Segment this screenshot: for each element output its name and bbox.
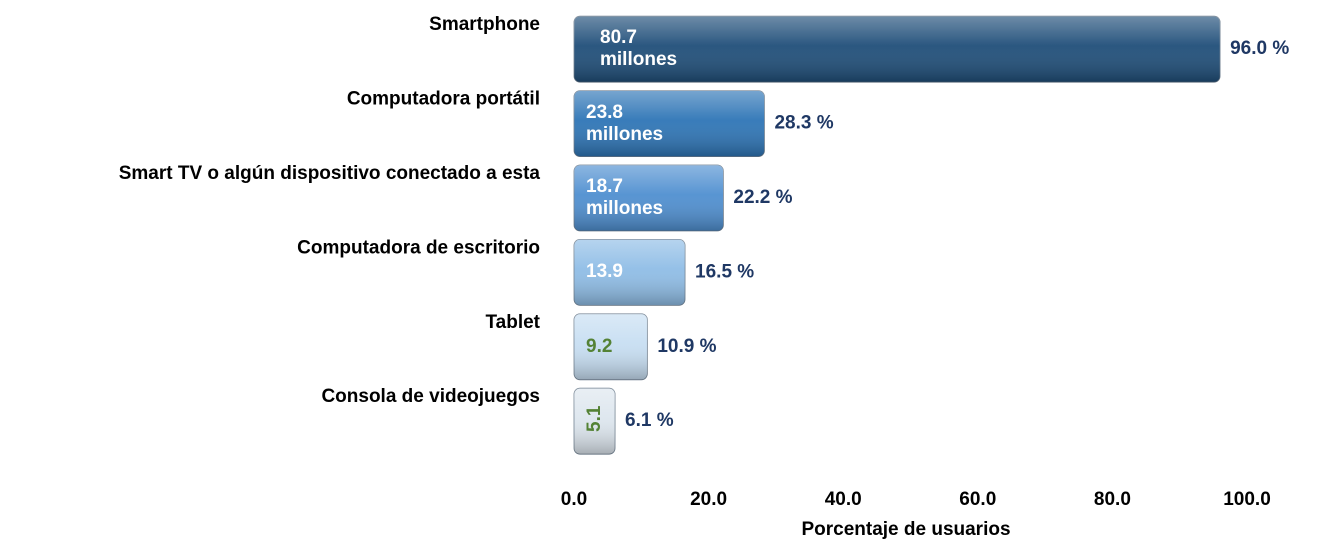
value-label: 96.0 % bbox=[1230, 38, 1289, 59]
bar-shade bbox=[574, 388, 616, 455]
x-axis-title: Porcentaje de usuarios bbox=[801, 519, 1010, 540]
category-label: Computadora de escritorio bbox=[297, 237, 540, 258]
user-label: 23.8 millones bbox=[586, 101, 664, 145]
value-label: 22.2 % bbox=[733, 187, 792, 208]
bar-shade bbox=[574, 90, 765, 157]
user-label: 9.2 bbox=[586, 335, 613, 357]
value-label: 28.3 % bbox=[774, 113, 833, 134]
user-label: 18.7 millones bbox=[586, 176, 664, 219]
bar-shade bbox=[574, 239, 686, 306]
x-tick-label: 40.0 bbox=[825, 489, 862, 510]
bar-shade bbox=[574, 313, 648, 380]
category-label: Smart TV o algún dispositivo conectado a… bbox=[119, 163, 541, 184]
category-label: Computadora portátil bbox=[347, 89, 540, 110]
x-tick-label: 100.0 bbox=[1223, 489, 1271, 510]
category-label: Tablet bbox=[485, 312, 540, 333]
user-label: 80.7 millones bbox=[600, 27, 678, 71]
x-tick-label: 0.0 bbox=[561, 489, 587, 510]
value-label: 10.9 % bbox=[657, 336, 716, 357]
user-label: 5.1 bbox=[583, 405, 605, 433]
value-label: 6.1 % bbox=[625, 410, 674, 431]
category-label: Consola de videojuegos bbox=[321, 386, 540, 407]
x-tick-label: 60.0 bbox=[959, 489, 996, 510]
bar-shade bbox=[574, 16, 1221, 83]
bar-shade bbox=[574, 165, 724, 231]
value-label: 16.5 % bbox=[695, 261, 754, 282]
user-label: 13.9 bbox=[586, 261, 623, 283]
x-tick-label: 80.0 bbox=[1094, 489, 1131, 510]
category-label: Smartphone bbox=[429, 14, 540, 35]
x-tick-label: 20.0 bbox=[690, 489, 727, 510]
